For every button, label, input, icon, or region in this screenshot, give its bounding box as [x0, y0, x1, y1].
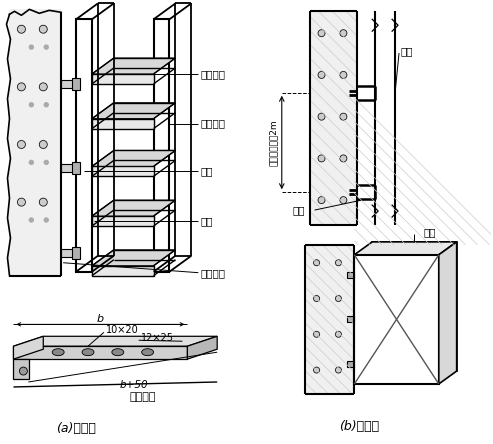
Circle shape [39, 198, 47, 206]
Polygon shape [13, 336, 43, 359]
Circle shape [39, 140, 47, 148]
Circle shape [314, 331, 319, 337]
Circle shape [335, 260, 342, 266]
Polygon shape [92, 200, 176, 216]
Circle shape [318, 71, 325, 79]
Circle shape [30, 103, 34, 107]
Text: b+50: b+50 [120, 380, 148, 390]
Text: 膏胀螺栋: 膏胀螺栋 [200, 268, 225, 278]
Text: 12×25: 12×25 [141, 333, 174, 343]
Text: 槽鈢: 槽鈢 [292, 205, 305, 215]
Bar [154, 19, 170, 272]
Circle shape [44, 45, 48, 49]
Bar [72, 163, 80, 174]
Circle shape [314, 296, 319, 301]
Circle shape [335, 296, 342, 301]
Bar [348, 317, 354, 322]
Bar [72, 78, 80, 90]
Circle shape [318, 30, 325, 37]
Bar [92, 74, 154, 84]
Circle shape [318, 113, 325, 120]
Bar [61, 249, 76, 257]
Ellipse shape [19, 367, 28, 375]
Circle shape [335, 331, 342, 337]
Text: (b)方式二: (b)方式二 [339, 420, 379, 433]
Text: b: b [96, 314, 104, 325]
Text: 桥架: 桥架 [200, 166, 213, 176]
Circle shape [30, 45, 34, 49]
Text: 10×20: 10×20 [106, 325, 139, 335]
Circle shape [39, 25, 47, 33]
Ellipse shape [112, 349, 124, 356]
Circle shape [39, 83, 47, 91]
Ellipse shape [52, 349, 64, 356]
Circle shape [318, 155, 325, 162]
Bar [9, 9, 61, 276]
Bar [76, 19, 92, 272]
Circle shape [340, 71, 347, 79]
Circle shape [44, 103, 48, 107]
Ellipse shape [141, 349, 154, 356]
Circle shape [318, 197, 325, 204]
Bar [348, 361, 354, 367]
Bar [92, 119, 154, 129]
Polygon shape [354, 242, 457, 255]
Bar [72, 247, 80, 259]
Circle shape [314, 260, 319, 266]
Bar [354, 255, 439, 384]
Circle shape [44, 160, 48, 164]
Circle shape [44, 218, 48, 222]
Text: (a)方式一: (a)方式一 [56, 422, 96, 435]
Bar [92, 166, 154, 176]
Text: 固定间距小于2m: 固定间距小于2m [268, 119, 278, 166]
Circle shape [340, 155, 347, 162]
Bar [305, 245, 354, 394]
Circle shape [340, 197, 347, 204]
Circle shape [314, 367, 319, 373]
Text: 托臂: 托臂 [200, 216, 213, 226]
Circle shape [335, 367, 342, 373]
Circle shape [340, 113, 347, 120]
Polygon shape [92, 103, 176, 119]
Polygon shape [92, 58, 176, 74]
Text: 扁鈢托臂: 扁鈢托臂 [130, 392, 156, 402]
Bar [61, 80, 76, 88]
Polygon shape [13, 359, 30, 379]
Circle shape [30, 218, 34, 222]
Text: 连按螺栋: 连按螺栋 [200, 119, 225, 129]
Circle shape [340, 30, 347, 37]
Ellipse shape [82, 349, 94, 356]
Circle shape [17, 140, 26, 148]
Polygon shape [92, 250, 176, 266]
Bar [92, 266, 154, 276]
Bar [348, 272, 354, 278]
Bar [61, 164, 76, 172]
Text: 槽鈢: 槽鈢 [424, 227, 436, 237]
Polygon shape [92, 151, 176, 166]
Text: 槽鈢: 槽鈢 [400, 46, 413, 56]
Circle shape [17, 25, 26, 33]
Polygon shape [439, 242, 457, 384]
Polygon shape [187, 336, 217, 359]
Text: 固定压板: 固定压板 [200, 69, 225, 79]
Polygon shape [372, 242, 457, 371]
Circle shape [17, 198, 26, 206]
Polygon shape [13, 346, 187, 359]
Bar [92, 216, 154, 226]
Bar [310, 12, 357, 225]
Circle shape [30, 160, 34, 164]
Circle shape [17, 83, 26, 91]
Polygon shape [13, 336, 217, 346]
